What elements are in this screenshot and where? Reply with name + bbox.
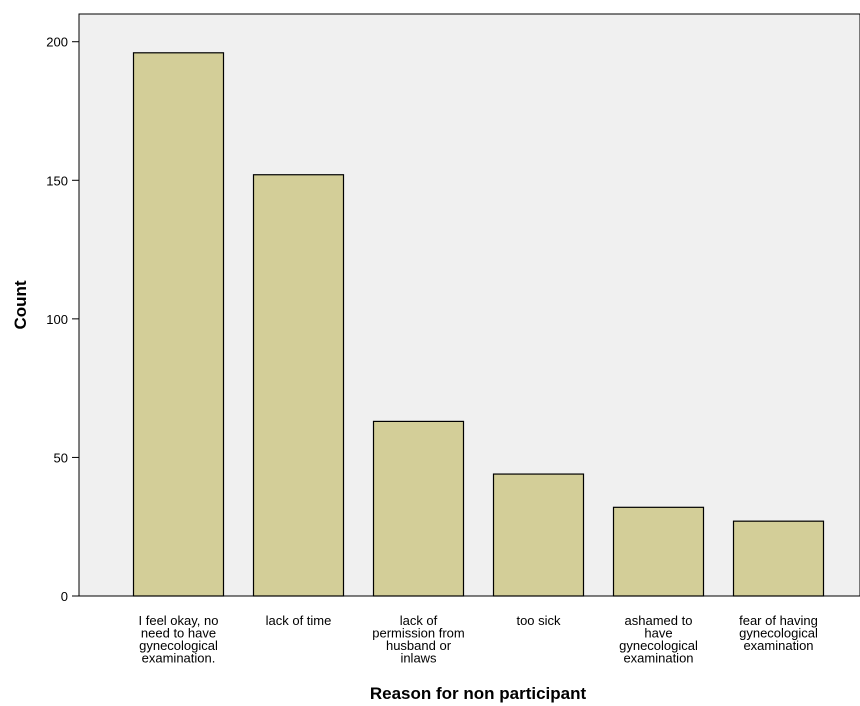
x-category-label: fear of having gynecological examination: [739, 613, 818, 653]
x-axis-title: Reason for non participant: [370, 684, 587, 703]
y-axis-ticks: 0 50 100 150 200: [46, 35, 79, 604]
bars: [132, 52, 825, 597]
y-tick-label: 200: [46, 35, 68, 50]
y-tick-label: 50: [54, 450, 68, 465]
x-category-label: I feel okay, no need to have gynecological…: [139, 613, 219, 666]
bar: [372, 420, 465, 597]
bar: [732, 520, 825, 597]
x-axis-category-labels: I feel okay, no need to have gynecological…: [139, 613, 818, 666]
bar: [612, 506, 705, 597]
y-tick-label: 100: [46, 312, 68, 327]
y-axis-title: Count: [11, 280, 30, 329]
x-category-label: ashamed to have gynecological examination: [619, 613, 698, 666]
bar: [492, 473, 585, 597]
x-category-label: lack of time: [266, 613, 332, 628]
bar: [132, 52, 225, 597]
bar: [252, 174, 345, 597]
x-category-label: lack of permission from husband or inlaws: [372, 613, 464, 666]
y-tick-label: 150: [46, 173, 68, 188]
y-tick-label: 0: [61, 589, 68, 604]
x-category-label: too sick: [516, 613, 561, 628]
